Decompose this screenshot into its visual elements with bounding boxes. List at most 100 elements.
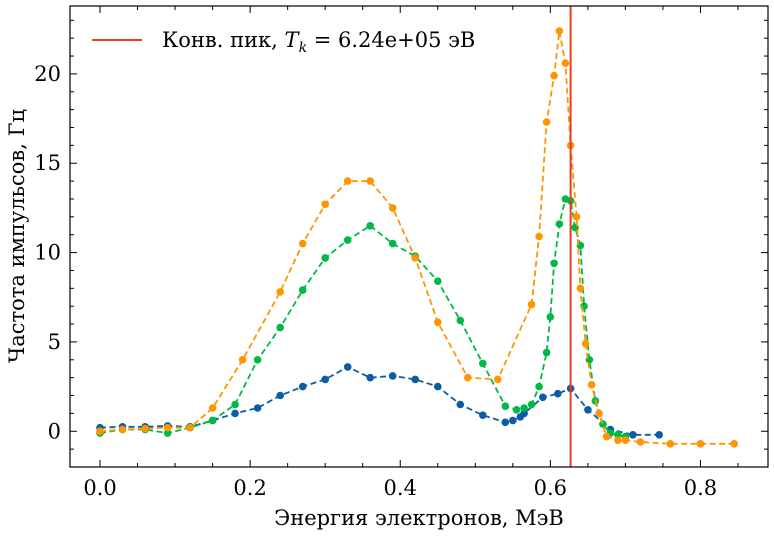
data-point bbox=[509, 416, 517, 425]
data-point bbox=[501, 418, 510, 427]
data-point bbox=[388, 372, 397, 380]
data-point bbox=[614, 431, 622, 439]
data-point bbox=[238, 356, 247, 364]
data-point bbox=[253, 356, 262, 364]
data-point bbox=[629, 431, 637, 439]
data-point bbox=[595, 409, 603, 418]
data-point bbox=[186, 423, 194, 432]
data-point bbox=[411, 375, 420, 384]
data-point bbox=[554, 389, 562, 398]
data-point bbox=[501, 402, 510, 411]
ticks-layer bbox=[70, 6, 768, 467]
data-point bbox=[163, 423, 172, 432]
data-point bbox=[208, 416, 217, 425]
data-point bbox=[542, 118, 551, 126]
data-point bbox=[388, 239, 397, 248]
data-point bbox=[494, 375, 502, 384]
x-axis-label: Энергия электронов, МэВ bbox=[274, 506, 564, 530]
data-point bbox=[208, 404, 217, 412]
plot-background bbox=[70, 6, 768, 467]
data-point bbox=[298, 382, 307, 391]
data-point bbox=[411, 254, 420, 262]
data-point bbox=[163, 429, 172, 437]
data-point bbox=[636, 438, 645, 446]
legend: Конв. пик, Tk = 6.24e+05 эВ bbox=[92, 28, 475, 56]
legend-suffix: = 6.24e+05 эВ bbox=[307, 28, 475, 52]
data-point bbox=[253, 404, 262, 412]
data-point bbox=[576, 284, 585, 293]
series-2 bbox=[96, 195, 630, 441]
x-tick-label: 0.2 bbox=[233, 476, 266, 500]
x-tick-label: 0.6 bbox=[534, 476, 567, 500]
data-point bbox=[539, 393, 547, 402]
data-point bbox=[231, 400, 239, 409]
data-point bbox=[343, 236, 352, 244]
data-point bbox=[276, 288, 285, 296]
data-point bbox=[321, 375, 330, 384]
data-point bbox=[696, 440, 705, 448]
data-point bbox=[555, 27, 564, 35]
data-point bbox=[527, 400, 536, 409]
legend-subscript: k bbox=[299, 40, 307, 56]
data-point bbox=[572, 213, 581, 221]
legend-symbol: T bbox=[285, 28, 301, 52]
data-point bbox=[555, 220, 564, 228]
data-point bbox=[479, 411, 487, 420]
data-point bbox=[550, 71, 558, 80]
data-point bbox=[561, 59, 570, 67]
data-point bbox=[276, 391, 285, 400]
tick-label-layer: 0.0 0.2 0.4 0.6 0.8 0 5 10 15 20 bbox=[34, 62, 717, 500]
data-point bbox=[546, 313, 555, 321]
legend-prefix: Конв. пик, bbox=[162, 28, 285, 52]
data-point bbox=[141, 424, 149, 433]
data-point bbox=[464, 373, 472, 382]
data-point bbox=[434, 382, 442, 391]
data-point bbox=[321, 200, 330, 209]
y-tick-label: 10 bbox=[34, 241, 61, 265]
data-point bbox=[343, 363, 352, 371]
x-tick-label: 0.8 bbox=[684, 476, 717, 500]
data-point bbox=[96, 427, 104, 436]
y-axis-label: Частота импульсов, Гц bbox=[5, 109, 29, 363]
data-point bbox=[520, 404, 528, 412]
x-tick-label: 0.0 bbox=[83, 476, 116, 500]
y-tick-label: 5 bbox=[48, 330, 61, 354]
data-point bbox=[535, 382, 543, 391]
data-point bbox=[434, 277, 442, 286]
data-point bbox=[602, 432, 611, 441]
data-point bbox=[434, 318, 442, 327]
data-point bbox=[366, 177, 375, 185]
y-tick-label: 15 bbox=[34, 151, 61, 175]
series-3 bbox=[96, 27, 738, 448]
data-point bbox=[542, 348, 551, 357]
plot-frame bbox=[69, 5, 769, 468]
y-tick-label: 0 bbox=[48, 419, 61, 443]
data-point bbox=[231, 409, 239, 418]
data-point bbox=[614, 436, 622, 445]
data-point bbox=[366, 222, 375, 230]
data-point bbox=[118, 425, 127, 434]
data-point bbox=[666, 440, 675, 448]
data-point bbox=[512, 406, 521, 414]
y-tick-label: 20 bbox=[34, 62, 61, 86]
data-point bbox=[456, 316, 465, 325]
legend-entry-vline: Конв. пик, Tk = 6.24e+05 эВ bbox=[162, 28, 475, 56]
data-point bbox=[730, 440, 738, 448]
data-point bbox=[343, 177, 352, 185]
data-point bbox=[520, 409, 528, 418]
series-layer bbox=[96, 27, 738, 448]
data-point bbox=[599, 420, 607, 428]
data-point bbox=[298, 286, 307, 294]
data-point bbox=[321, 254, 330, 262]
data-point bbox=[584, 406, 592, 414]
data-point bbox=[298, 239, 307, 248]
data-point bbox=[388, 204, 397, 212]
data-point bbox=[276, 323, 285, 332]
data-point bbox=[621, 436, 630, 445]
data-point bbox=[479, 359, 487, 368]
data-point bbox=[581, 339, 590, 348]
data-point bbox=[366, 373, 375, 382]
data-point bbox=[550, 259, 558, 268]
data-point bbox=[527, 300, 536, 309]
